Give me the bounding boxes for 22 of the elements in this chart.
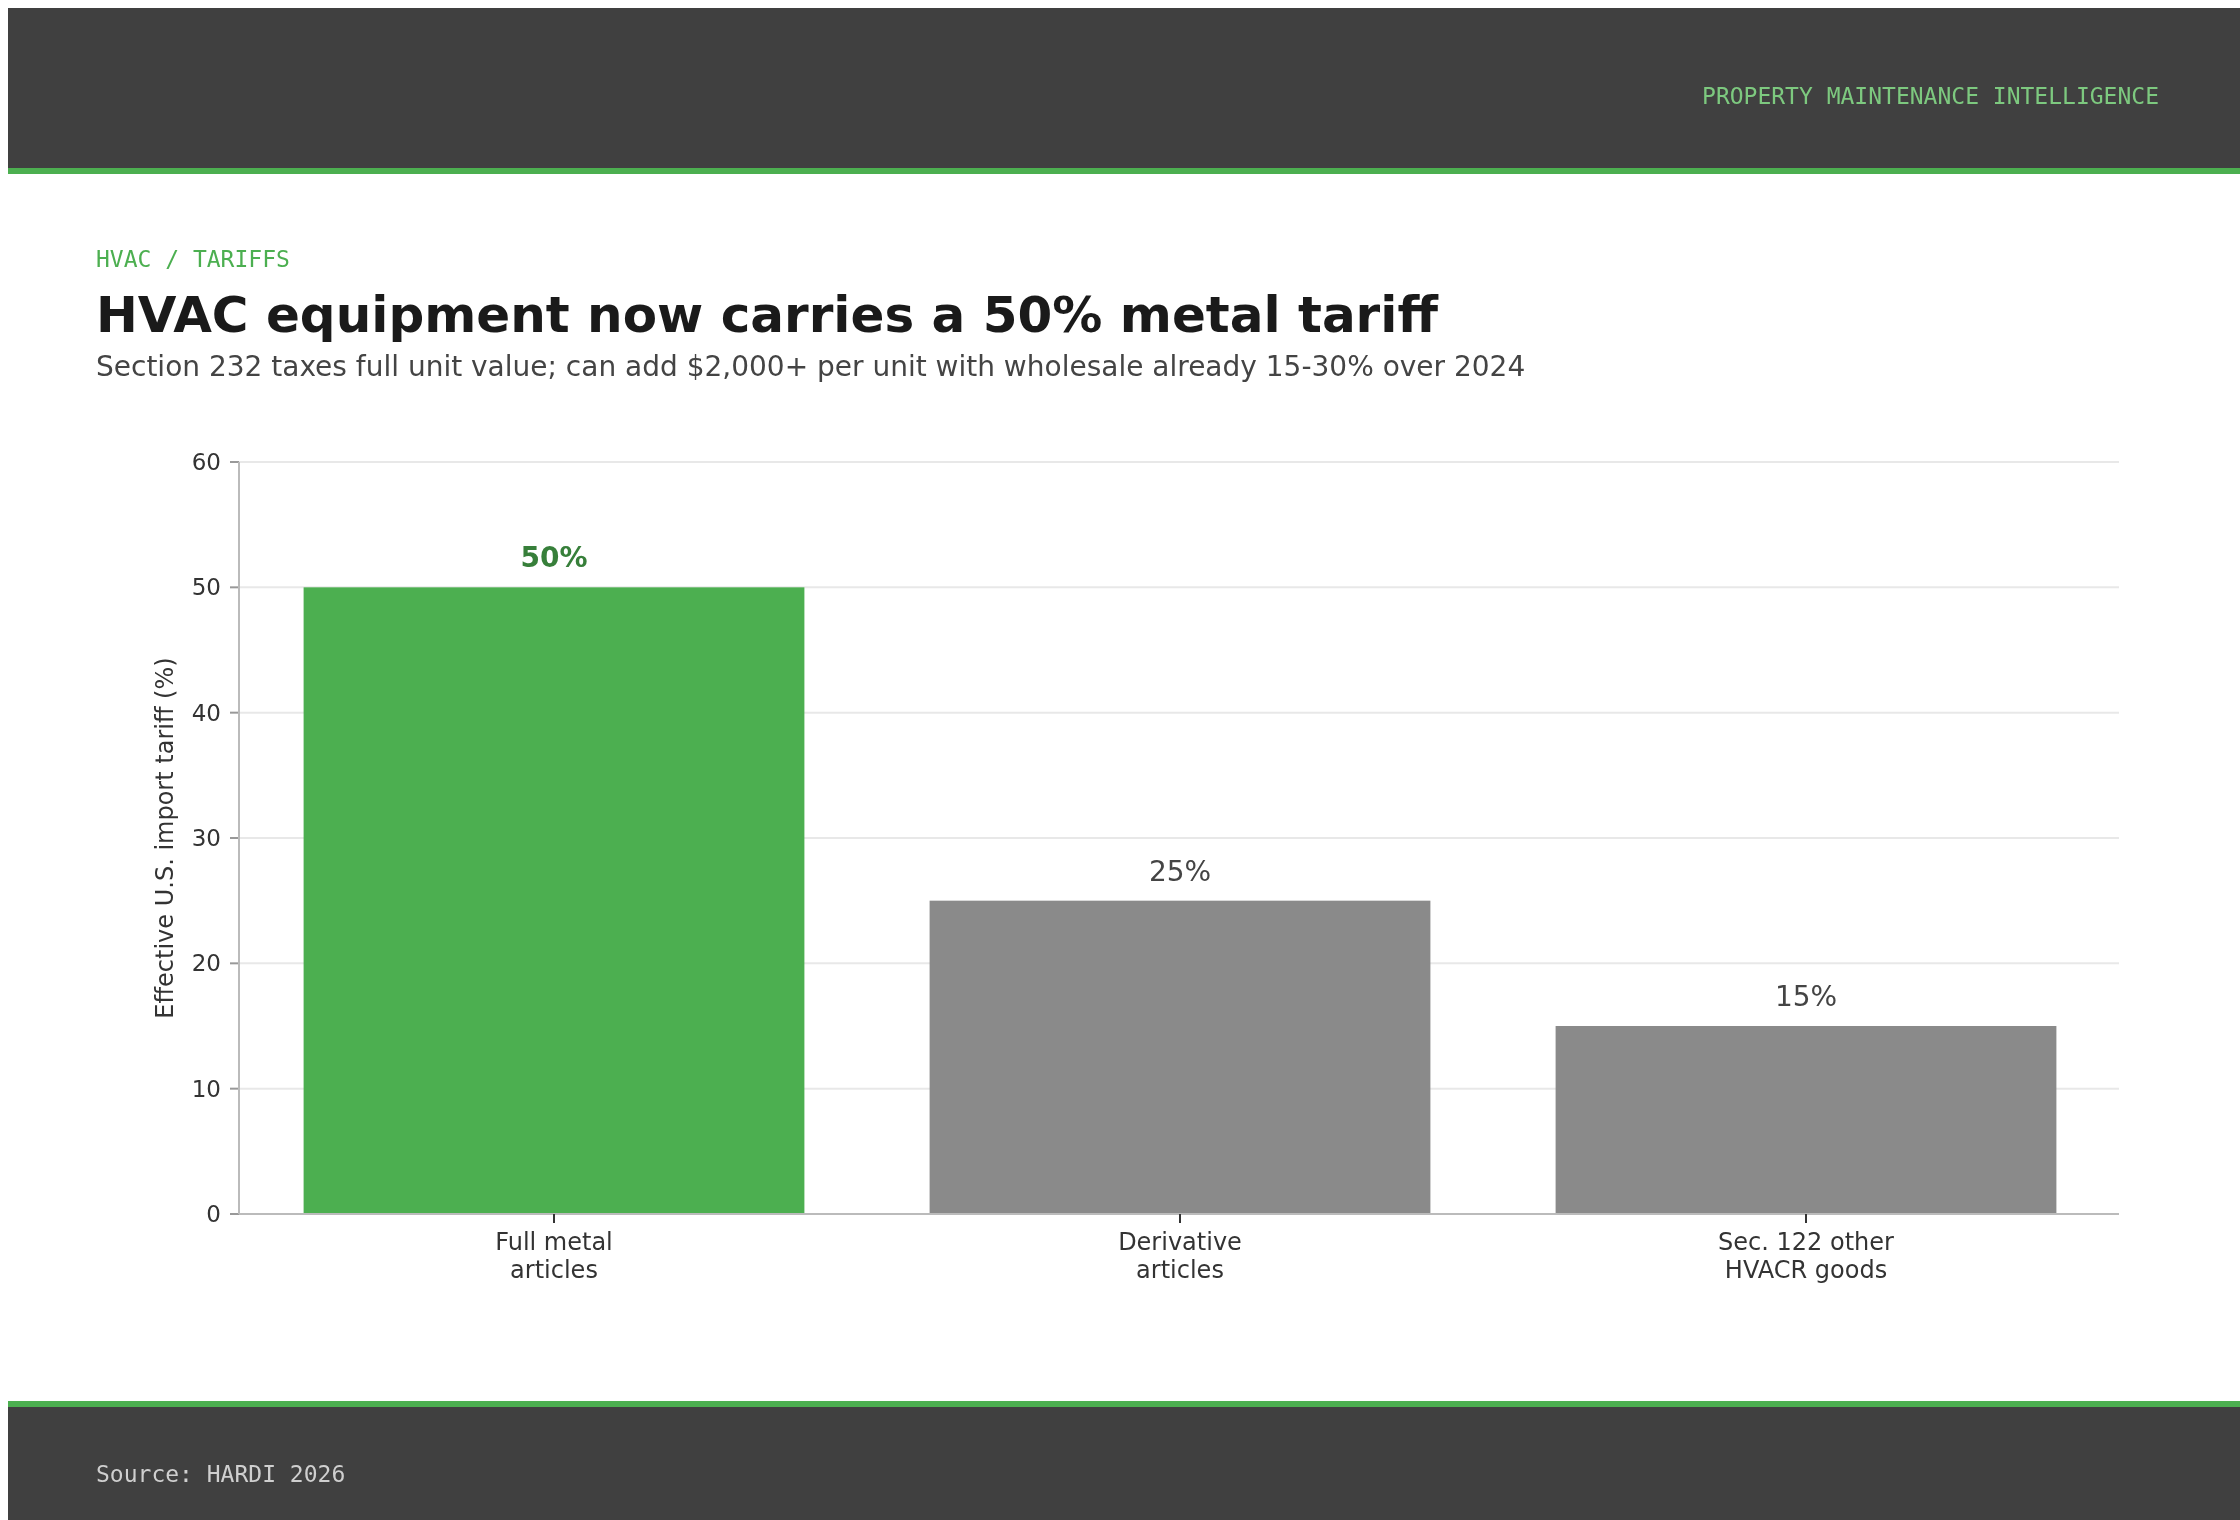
bar — [303, 587, 805, 1214]
bar — [1555, 1026, 2057, 1214]
y-tick-label: 30 — [191, 825, 221, 852]
source-note: Source: HARDI 2026 — [96, 1461, 346, 1487]
data-label: 50% — [520, 541, 588, 575]
bar — [929, 900, 1431, 1214]
x-tick-label: Derivative articles — [1118, 1228, 1242, 1284]
y-tick-label: 0 — [206, 1201, 221, 1228]
y-tick-label: 20 — [191, 950, 221, 977]
y-axis-title: Effective U.S. import tariff (%) — [151, 657, 179, 1019]
x-tick-label: Full metal articles — [495, 1228, 613, 1284]
data-label: 25% — [1148, 854, 1212, 888]
y-tick-label: 40 — [191, 699, 221, 726]
y-tick-label: 60 — [191, 449, 221, 476]
text: HVAC / TARIFFS — [96, 246, 290, 272]
chart-subtitle: Section 232 taxes full unit value; can add $2,000+ per unit with wholesale already 15-30% over 2024 — [96, 350, 1526, 383]
y-tick-label: 10 — [191, 1075, 221, 1102]
text: PROPERTY MAINTENANCE INTELLIGENCE — [1702, 83, 2159, 109]
x-tick-label: Sec. 122 other HVACR goods — [1718, 1228, 1895, 1284]
y-tick-label: 50 — [191, 574, 221, 601]
chart-title: HVAC equipment now carries a 50% metal tariff — [96, 286, 1439, 344]
data-label: 15% — [1774, 980, 1838, 1013]
